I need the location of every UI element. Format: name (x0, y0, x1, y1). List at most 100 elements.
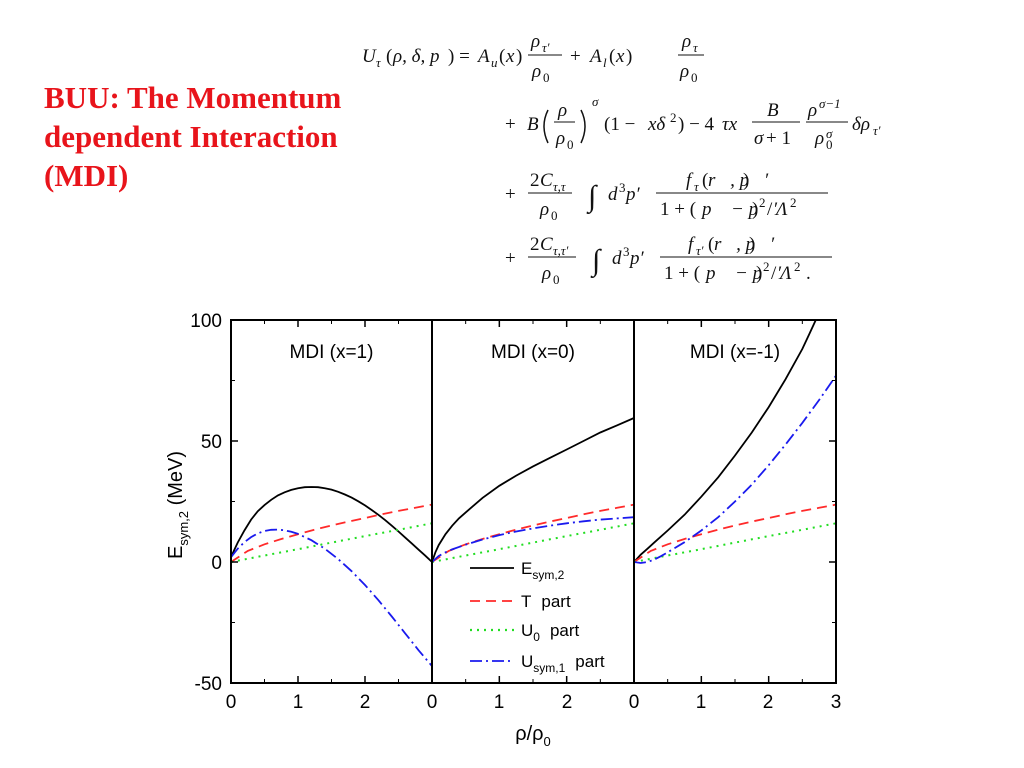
svg-text:d: d (612, 248, 622, 269)
svg-text:ρ: ρ (539, 199, 549, 220)
svg-text:τ: τ (693, 40, 699, 55)
svg-text:∫: ∫ (586, 180, 598, 215)
svg-text:+: + (570, 46, 581, 67)
slide-title-line-1: BUU: The Momentum (44, 80, 342, 115)
svg-text:+: + (505, 114, 516, 135)
svg-text:0: 0 (826, 137, 833, 152)
svg-text:(: ( (609, 46, 615, 67)
svg-text:B: B (527, 114, 539, 135)
svg-text:xδ: xδ (647, 114, 666, 135)
svg-text:+: + (505, 248, 516, 269)
svg-text:A: A (476, 46, 490, 67)
panel-3-esym-line (634, 320, 817, 563)
x-tick-label: 0 (427, 692, 438, 713)
svg-text:): ) (516, 46, 522, 67)
svg-text:Λ: Λ (774, 199, 788, 220)
svg-text:τ: τ (376, 55, 382, 70)
svg-text:d: d (608, 184, 618, 205)
svg-text:σ−1: σ−1 (819, 96, 841, 111)
svg-text:(: ( (708, 234, 714, 255)
y-tick-label: -50 (195, 674, 222, 695)
y-axis-label: Esym,2 (MeV) (165, 451, 191, 559)
svg-text:0: 0 (543, 70, 550, 85)
panel-1-title: MDI (x=1) (290, 342, 374, 363)
svg-text:τ′: τ′ (542, 40, 550, 55)
svg-text:ρ, δ, p⃗: ρ, δ, p⃗ (392, 46, 454, 67)
svg-text:1 + (: 1 + ( (664, 263, 700, 284)
slide-title-line-3: (MDI) (44, 158, 129, 193)
svg-text:): ) (743, 170, 749, 191)
svg-text:2: 2 (670, 110, 677, 125)
svg-text:ρ: ρ (679, 61, 689, 82)
svg-text:u: u (491, 55, 498, 70)
x-tick-label: 2 (360, 692, 371, 713)
svg-text:τ′: τ′ (873, 123, 881, 138)
svg-text:0: 0 (553, 272, 560, 287)
svg-text:ρ: ρ (555, 128, 565, 149)
svg-text:(1 −: (1 − (604, 114, 635, 135)
panel-1-u0-part-line (231, 522, 432, 563)
panel-1-series (231, 486, 432, 667)
svg-text:ρ: ρ (807, 100, 817, 121)
svg-text:(: ( (386, 46, 392, 67)
panel-1-t-part-line (231, 503, 432, 563)
svg-text:2: 2 (794, 259, 801, 274)
svg-text:τ,τ: τ,τ (553, 179, 567, 194)
svg-text:σ: σ (592, 94, 599, 109)
svg-text:0: 0 (567, 137, 574, 152)
x-tick-label: 1 (494, 692, 505, 713)
svg-text:ρ: ρ (531, 61, 541, 82)
y-tick-label: 50 (201, 432, 222, 453)
x-tick-label: 1 (293, 692, 304, 713)
svg-text:r⃗, p⃗′: r⃗, p⃗′ (708, 170, 769, 191)
svg-text:Λ: Λ (778, 263, 792, 284)
y-tick-label: 0 (211, 553, 222, 574)
svg-text:3: 3 (623, 244, 630, 259)
svg-text:p′: p′ (624, 184, 641, 205)
panel-1-esym-line (231, 486, 432, 563)
svg-text:f: f (686, 170, 694, 191)
panel-3-t-part-line (634, 503, 836, 563)
svg-text:2: 2 (763, 259, 770, 274)
svg-text:τ,τ′: τ,τ′ (553, 243, 569, 258)
panel-3-series (634, 320, 836, 564)
svg-text:x: x (505, 46, 515, 67)
panel-3-usym1-part-line (634, 375, 836, 564)
x-tick-label: 1 (696, 692, 707, 713)
legend-label-4: Usym,1 part (521, 652, 605, 675)
svg-text:C: C (540, 234, 553, 255)
svg-text:ρ: ρ (541, 263, 551, 284)
svg-text:3: 3 (619, 180, 626, 195)
panel-3-u0-part-line (634, 522, 836, 563)
svg-text:ρ: ρ (530, 31, 540, 52)
svg-text:ρ: ρ (557, 100, 567, 121)
panel-2-t-part-line (432, 503, 634, 563)
svg-text:) − 4: ) − 4 (678, 114, 715, 135)
panel-2-esym-line (432, 417, 634, 563)
svg-text:/: / (767, 199, 773, 220)
svg-text:) =: ) = (448, 46, 470, 67)
svg-text:): ) (626, 46, 632, 67)
svg-text:0: 0 (691, 70, 698, 85)
svg-text:U: U (362, 46, 377, 67)
svg-text:): ) (756, 263, 762, 284)
svg-text:f: f (688, 234, 696, 255)
panel-1-usym1-part-line (231, 528, 432, 667)
x-tick-label: 3 (831, 692, 842, 713)
svg-text:(: ( (499, 46, 505, 67)
svg-text:B: B (767, 100, 779, 121)
svg-text:l: l (603, 55, 607, 70)
svg-text:): ) (749, 234, 755, 255)
panel-3-title: MDI (x=-1) (690, 342, 780, 363)
svg-text:+: + (505, 184, 516, 205)
svg-text:2: 2 (530, 170, 540, 191)
panel-2-usym1-part-line (432, 516, 634, 563)
svg-text:r⃗, p⃗′: r⃗, p⃗′ (714, 234, 775, 255)
svg-text:): ) (752, 199, 758, 220)
svg-text:/: / (771, 263, 777, 284)
x-tick-label: 2 (562, 692, 573, 713)
svg-text:(: ( (702, 170, 708, 191)
svg-text:1 + (: 1 + ( (660, 199, 696, 220)
